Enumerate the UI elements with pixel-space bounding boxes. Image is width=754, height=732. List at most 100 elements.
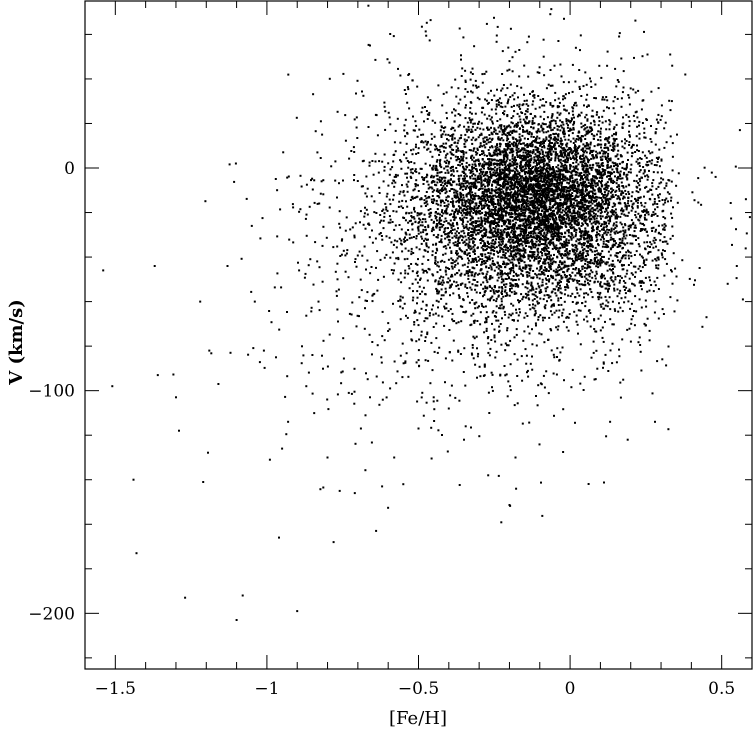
data-point <box>528 175 531 178</box>
data-point <box>646 174 649 177</box>
data-point <box>569 158 572 160</box>
data-point <box>663 274 666 277</box>
data-point <box>444 192 447 195</box>
data-point <box>471 125 474 128</box>
data-point <box>458 197 461 200</box>
data-point <box>571 206 574 209</box>
data-point <box>649 241 652 244</box>
data-point <box>609 173 612 176</box>
data-point <box>503 132 506 135</box>
data-point <box>524 239 527 242</box>
data-point <box>492 154 495 157</box>
data-point <box>495 186 498 189</box>
data-point <box>579 34 582 37</box>
data-point <box>484 146 487 149</box>
data-point <box>575 155 578 158</box>
data-point <box>570 172 573 174</box>
data-point <box>559 181 562 184</box>
data-point <box>453 213 456 215</box>
data-point <box>525 205 528 208</box>
data-point <box>490 168 493 171</box>
data-point <box>438 162 441 165</box>
data-point <box>600 259 603 262</box>
data-point <box>557 170 560 173</box>
data-point <box>546 250 549 253</box>
data-point <box>531 241 534 244</box>
data-point <box>589 239 592 242</box>
data-point <box>487 166 490 169</box>
data-point <box>447 222 450 225</box>
data-point <box>491 233 494 236</box>
data-point <box>410 177 413 179</box>
data-point <box>439 158 442 161</box>
data-point <box>412 148 415 151</box>
data-point <box>484 185 486 188</box>
data-point <box>445 165 448 168</box>
data-point <box>560 221 563 224</box>
data-point <box>597 190 600 193</box>
data-point <box>639 216 642 219</box>
data-point <box>567 182 570 185</box>
data-point <box>657 196 660 199</box>
data-point <box>480 246 483 249</box>
data-point <box>518 227 521 230</box>
data-point <box>542 166 544 169</box>
data-point <box>455 234 458 237</box>
data-point <box>572 202 575 205</box>
data-point <box>571 152 573 155</box>
data-point <box>583 208 586 210</box>
data-point <box>471 170 474 173</box>
data-point <box>650 140 653 143</box>
data-point <box>581 184 583 187</box>
data-point <box>462 151 465 154</box>
data-point <box>622 226 625 229</box>
data-point <box>616 165 619 167</box>
data-point <box>578 172 581 175</box>
data-point <box>569 208 571 211</box>
data-point <box>523 148 526 151</box>
data-point <box>640 228 643 230</box>
data-point <box>477 158 480 161</box>
data-point <box>570 233 573 236</box>
data-point <box>521 157 524 160</box>
data-point <box>544 178 547 181</box>
data-point <box>458 161 461 164</box>
data-point <box>662 313 665 315</box>
data-point <box>549 203 552 206</box>
data-point <box>577 152 580 155</box>
data-point <box>590 214 593 217</box>
data-point <box>493 223 495 225</box>
data-point <box>510 212 513 214</box>
data-point <box>540 224 543 227</box>
data-point <box>543 144 545 147</box>
data-point <box>457 238 460 241</box>
data-point <box>469 212 472 215</box>
data-point <box>467 244 470 247</box>
data-point <box>575 244 578 247</box>
data-point <box>496 229 499 232</box>
data-point <box>426 203 429 206</box>
data-point <box>577 269 580 272</box>
data-point <box>358 250 361 253</box>
data-point <box>518 154 521 157</box>
data-point <box>526 219 529 222</box>
data-point <box>481 258 484 261</box>
data-point <box>511 212 514 215</box>
data-point <box>419 167 422 170</box>
data-point <box>503 209 506 212</box>
data-point <box>461 257 464 260</box>
data-point <box>581 192 584 195</box>
data-point <box>518 204 520 207</box>
data-point <box>590 157 593 160</box>
data-point <box>648 169 650 172</box>
data-point <box>556 176 559 179</box>
data-point <box>508 151 511 154</box>
data-point <box>656 215 659 217</box>
data-point <box>595 236 598 239</box>
data-point <box>589 184 592 187</box>
data-point <box>547 173 549 176</box>
data-point <box>542 138 545 141</box>
data-point <box>450 148 453 151</box>
data-point <box>618 185 621 188</box>
data-point <box>627 202 629 205</box>
